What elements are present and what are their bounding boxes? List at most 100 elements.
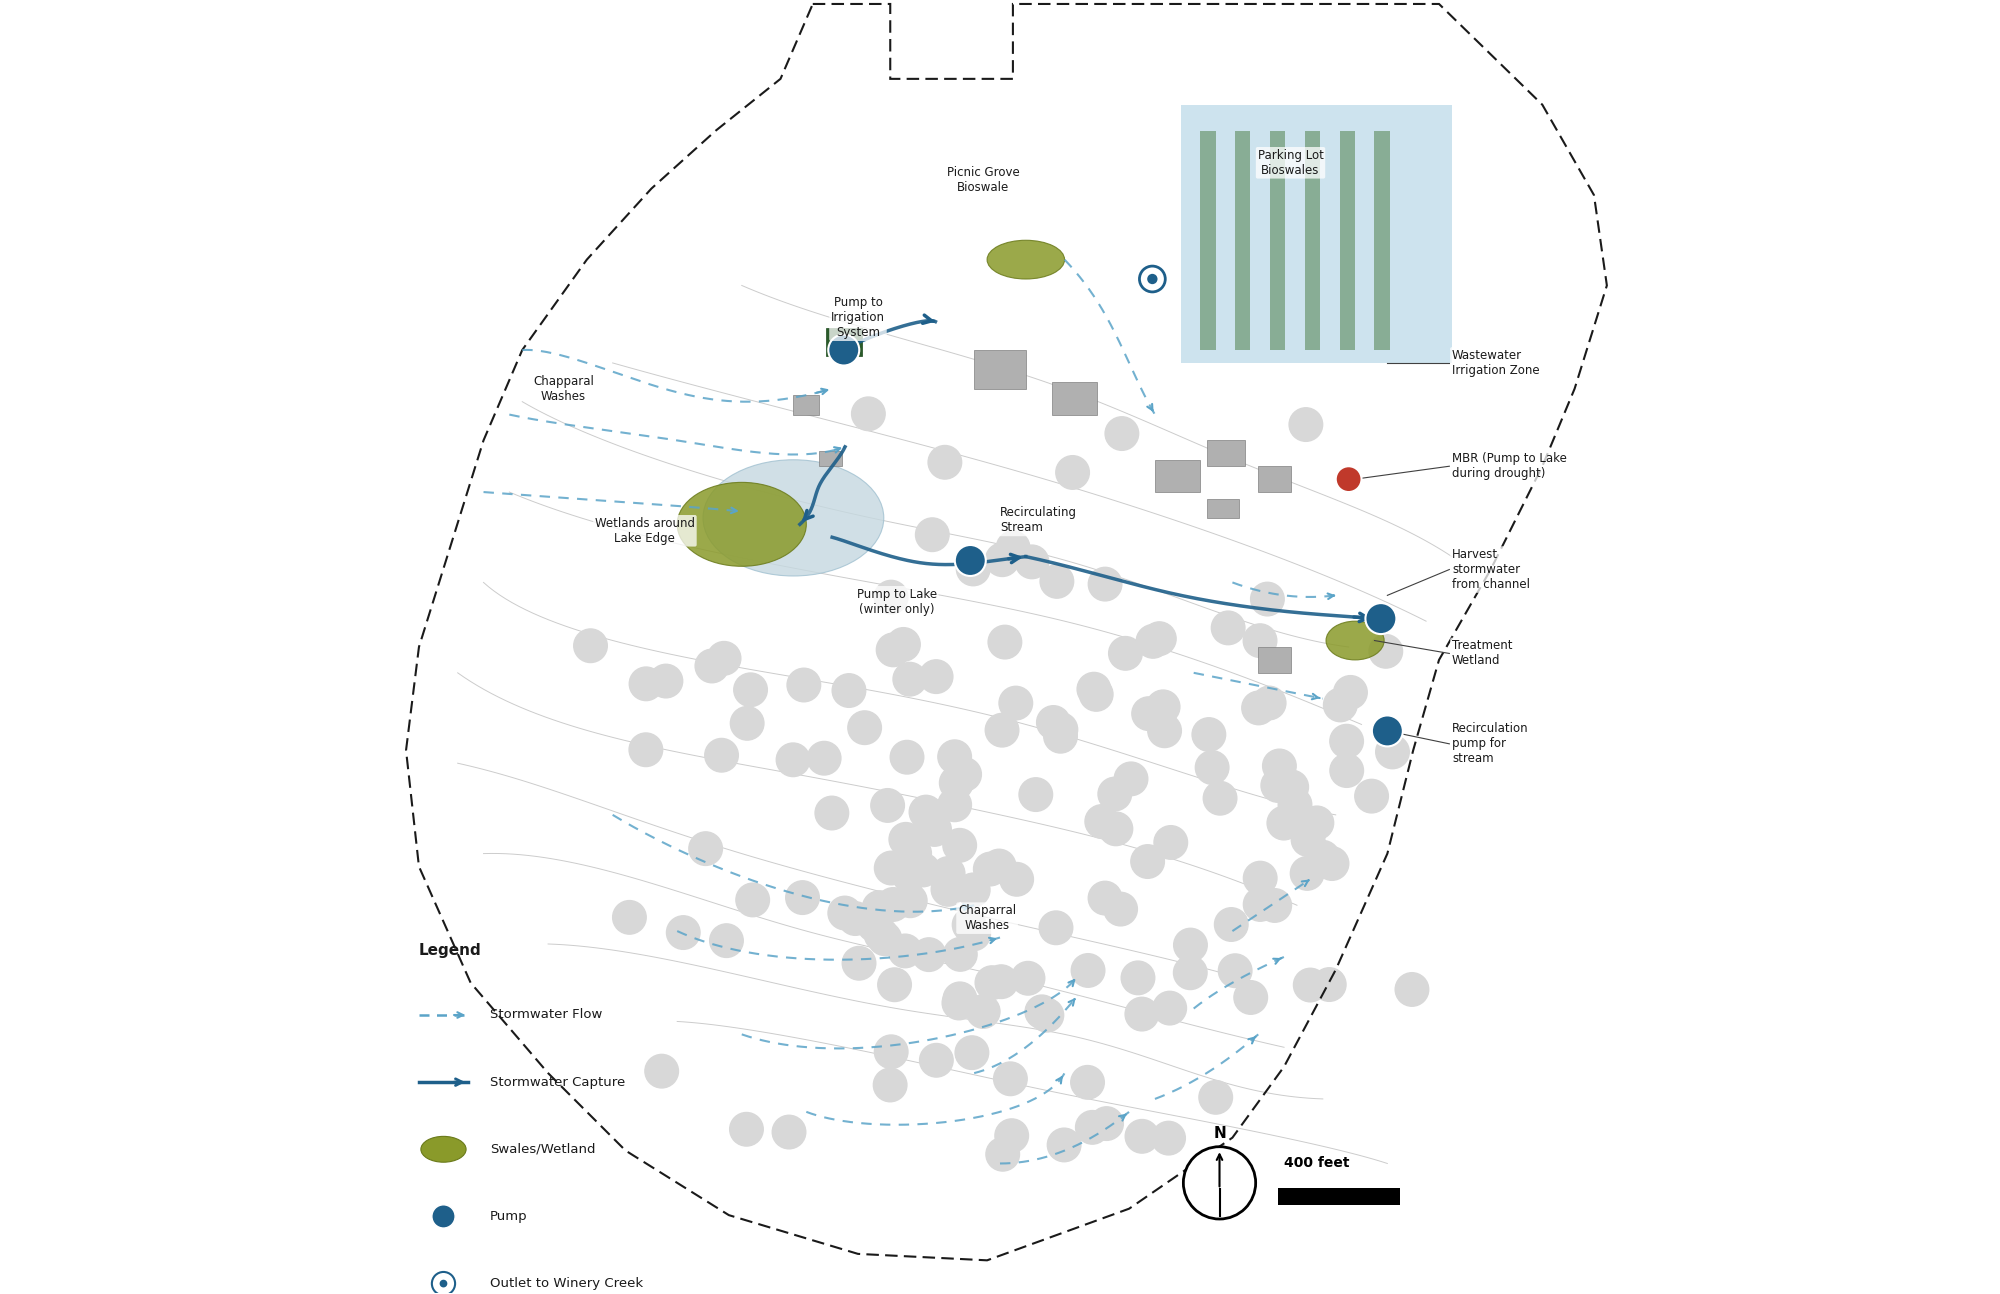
Circle shape: [848, 710, 882, 744]
Circle shape: [1330, 754, 1364, 787]
Circle shape: [1368, 634, 1402, 668]
Circle shape: [1262, 749, 1296, 783]
Circle shape: [976, 965, 1008, 999]
Circle shape: [994, 1119, 1028, 1153]
Circle shape: [1072, 954, 1104, 987]
Text: Swales/Wetland: Swales/Wetland: [490, 1143, 596, 1156]
Circle shape: [1148, 274, 1158, 285]
Circle shape: [1366, 603, 1396, 634]
Text: Picnic Grove
Bioswale: Picnic Grove Bioswale: [946, 166, 1020, 194]
Circle shape: [984, 965, 1018, 999]
Circle shape: [1334, 675, 1368, 709]
Circle shape: [1192, 718, 1226, 752]
Circle shape: [886, 628, 920, 661]
FancyBboxPatch shape: [1304, 131, 1320, 349]
Text: Treatment
Wetland: Treatment Wetland: [1452, 639, 1512, 668]
Text: N: N: [1214, 1126, 1226, 1141]
Circle shape: [944, 982, 976, 1016]
Circle shape: [1108, 637, 1142, 670]
Circle shape: [1076, 1110, 1110, 1144]
Circle shape: [1012, 961, 1044, 995]
Circle shape: [956, 873, 990, 907]
Circle shape: [612, 901, 646, 934]
Text: Legend: Legend: [418, 943, 482, 958]
Circle shape: [1234, 981, 1268, 1014]
Circle shape: [708, 642, 740, 675]
Circle shape: [816, 796, 848, 829]
FancyBboxPatch shape: [1340, 131, 1356, 349]
Circle shape: [788, 668, 820, 701]
Circle shape: [890, 823, 922, 857]
Circle shape: [974, 853, 1008, 886]
Circle shape: [948, 757, 982, 791]
Circle shape: [1148, 714, 1182, 748]
Circle shape: [986, 1137, 1020, 1171]
Circle shape: [1088, 881, 1122, 915]
Circle shape: [432, 1272, 456, 1294]
Circle shape: [776, 743, 810, 776]
Circle shape: [888, 934, 922, 968]
Text: Chaparral
Washes: Chaparral Washes: [958, 905, 1016, 932]
Circle shape: [894, 884, 928, 917]
FancyBboxPatch shape: [794, 395, 820, 414]
Circle shape: [630, 666, 662, 700]
Circle shape: [852, 397, 886, 431]
Circle shape: [1372, 716, 1402, 747]
Circle shape: [1084, 805, 1118, 839]
Circle shape: [920, 1043, 954, 1077]
Circle shape: [1244, 624, 1276, 657]
FancyBboxPatch shape: [1258, 647, 1290, 673]
Circle shape: [736, 883, 770, 916]
Circle shape: [730, 707, 764, 740]
Circle shape: [1080, 678, 1112, 712]
Circle shape: [1026, 995, 1058, 1029]
Circle shape: [1126, 998, 1158, 1031]
Circle shape: [666, 916, 700, 950]
Circle shape: [1330, 725, 1364, 758]
Circle shape: [912, 938, 946, 972]
Ellipse shape: [988, 241, 1064, 280]
Circle shape: [1396, 973, 1428, 1007]
Circle shape: [906, 853, 940, 886]
Circle shape: [1000, 863, 1034, 895]
Ellipse shape: [1326, 621, 1384, 660]
Circle shape: [1030, 999, 1064, 1033]
FancyBboxPatch shape: [1236, 131, 1250, 349]
Circle shape: [938, 740, 972, 774]
Circle shape: [874, 851, 908, 885]
Circle shape: [942, 986, 976, 1020]
Text: Recirculating
Stream: Recirculating Stream: [1000, 506, 1076, 534]
Circle shape: [1132, 697, 1166, 730]
Circle shape: [1016, 545, 1048, 578]
Circle shape: [1204, 782, 1236, 815]
Circle shape: [1214, 907, 1248, 941]
Circle shape: [1376, 735, 1410, 769]
Circle shape: [1174, 928, 1208, 961]
Circle shape: [1212, 611, 1244, 644]
Circle shape: [942, 828, 976, 862]
Circle shape: [940, 766, 974, 800]
Circle shape: [1242, 691, 1276, 725]
Circle shape: [1306, 841, 1340, 873]
Circle shape: [1000, 686, 1032, 719]
Circle shape: [874, 1035, 908, 1069]
Circle shape: [1198, 1080, 1232, 1114]
Circle shape: [574, 629, 608, 663]
Circle shape: [1100, 813, 1132, 845]
Circle shape: [1300, 806, 1334, 840]
Circle shape: [1278, 788, 1312, 822]
Circle shape: [1188, 1158, 1222, 1192]
Circle shape: [1114, 762, 1148, 796]
Ellipse shape: [678, 483, 806, 567]
Circle shape: [1324, 688, 1358, 722]
Circle shape: [650, 664, 682, 697]
Circle shape: [1020, 778, 1052, 811]
FancyBboxPatch shape: [1206, 498, 1238, 518]
Circle shape: [808, 741, 840, 775]
Circle shape: [1208, 1162, 1242, 1196]
Circle shape: [916, 518, 950, 551]
Circle shape: [696, 650, 728, 683]
Circle shape: [1104, 893, 1138, 927]
Circle shape: [1040, 564, 1074, 598]
Circle shape: [920, 660, 952, 694]
